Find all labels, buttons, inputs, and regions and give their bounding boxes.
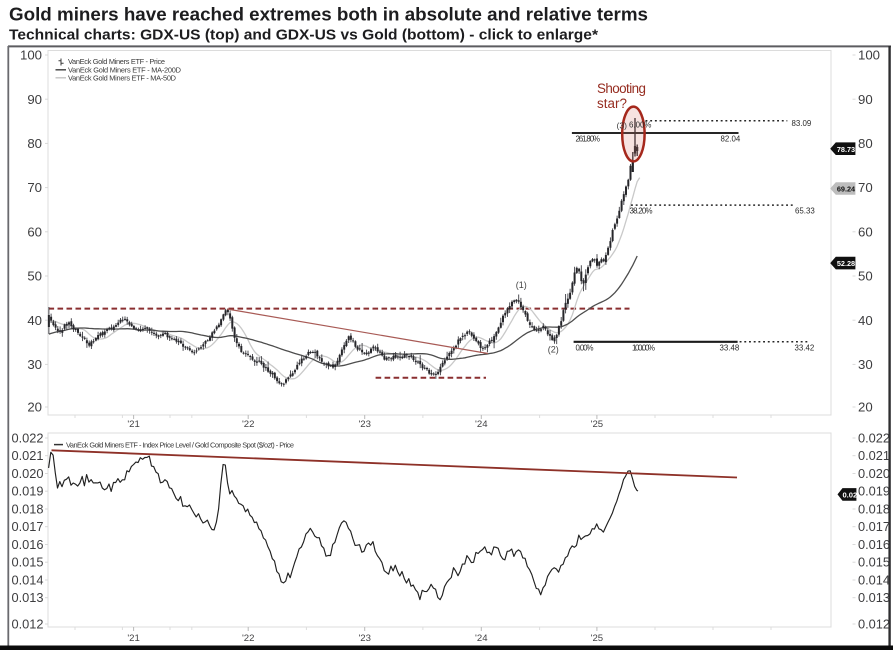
svg-text:0.00%: 0.00%	[576, 344, 594, 353]
svg-text:0.021: 0.021	[858, 448, 890, 463]
svg-text:60: 60	[858, 224, 873, 239]
svg-text:50: 50	[858, 269, 873, 284]
svg-text:33.48: 33.48	[720, 344, 740, 353]
svg-text:'24: '24	[475, 419, 488, 430]
svg-text:0.022: 0.022	[858, 430, 890, 445]
svg-text:0.015: 0.015	[11, 555, 43, 570]
svg-text:0.022: 0.022	[11, 430, 43, 445]
svg-text:(2): (2)	[548, 345, 559, 355]
svg-text:'23: '23	[358, 419, 371, 430]
svg-text:50: 50	[27, 269, 42, 284]
svg-text:0.014: 0.014	[858, 572, 890, 587]
svg-text:0.016: 0.016	[11, 537, 43, 552]
svg-text:30: 30	[858, 357, 873, 372]
svg-text:70: 70	[27, 180, 42, 195]
svg-text:40: 40	[858, 313, 873, 328]
svg-text:90: 90	[27, 92, 42, 107]
svg-text:(1): (1)	[516, 280, 527, 290]
svg-text:Technical charts: GDX-US (top): Technical charts: GDX-US (top) and GDX-U…	[9, 28, 598, 44]
svg-text:0.014: 0.014	[11, 572, 43, 587]
svg-text:100: 100	[20, 48, 42, 63]
svg-text:52.28: 52.28	[837, 259, 855, 268]
svg-text:Shooting: Shooting	[597, 81, 646, 96]
svg-text:38.20%: 38.20%	[630, 207, 653, 216]
svg-text:0.021: 0.021	[11, 448, 43, 463]
svg-text:'24: '24	[475, 633, 488, 644]
svg-text:60: 60	[27, 224, 42, 239]
svg-text:VanEck Gold Miners ETF - MA-50: VanEck Gold Miners ETF - MA-50D	[68, 73, 176, 82]
svg-text:'25: '25	[591, 633, 604, 644]
svg-text:0.013: 0.013	[11, 590, 43, 605]
svg-text:'23: '23	[358, 633, 371, 644]
svg-text:'22: '22	[242, 419, 255, 430]
svg-text:VanEck Gold Miners ETF - MA-20: VanEck Gold Miners ETF - MA-200D	[68, 65, 181, 74]
svg-text:82.04: 82.04	[721, 135, 741, 144]
svg-text:90: 90	[858, 92, 873, 107]
svg-text:0.012: 0.012	[858, 616, 890, 631]
svg-text:0.016: 0.016	[858, 537, 890, 552]
svg-text:0.018: 0.018	[858, 501, 890, 516]
svg-text:'22: '22	[242, 633, 255, 644]
svg-text:69.24: 69.24	[837, 185, 856, 194]
svg-text:30: 30	[27, 357, 42, 372]
svg-text:33.42: 33.42	[795, 344, 815, 353]
svg-text:'21: '21	[127, 419, 140, 430]
svg-text:100.00%: 100.00%	[632, 344, 655, 353]
svg-text:'25: '25	[591, 419, 604, 430]
svg-text:0.02: 0.02	[842, 491, 857, 500]
svg-text:80: 80	[27, 136, 42, 151]
svg-text:(3): (3)	[617, 121, 628, 131]
svg-text:65.33: 65.33	[795, 207, 815, 216]
svg-text:VanEck Gold Miners ETF - Index: VanEck Gold Miners ETF - Index Price Lev…	[66, 440, 294, 449]
svg-text:80: 80	[858, 136, 873, 151]
svg-text:0.013: 0.013	[858, 590, 890, 605]
svg-text:0.018: 0.018	[11, 501, 43, 516]
svg-text:20: 20	[858, 400, 873, 415]
svg-text:20: 20	[27, 400, 42, 415]
svg-text:70: 70	[858, 180, 873, 195]
svg-text:0.019: 0.019	[11, 484, 43, 499]
svg-text:6.00%: 6.00%	[629, 121, 651, 130]
svg-text:261.80%: 261.80%	[576, 135, 601, 144]
svg-text:'21: '21	[127, 633, 140, 644]
svg-text:0.019: 0.019	[858, 484, 890, 499]
svg-text:78.73: 78.73	[837, 145, 855, 154]
svg-text:Gold miners have reached extre: Gold miners have reached extremes both i…	[9, 5, 648, 25]
svg-text:0.020: 0.020	[11, 466, 43, 481]
svg-text:0.017: 0.017	[858, 519, 890, 534]
svg-text:100: 100	[858, 48, 880, 63]
svg-text:VanEck Gold Miners ETF - Price: VanEck Gold Miners ETF - Price	[68, 57, 165, 66]
svg-text:0.017: 0.017	[11, 519, 43, 534]
svg-text:0.015: 0.015	[858, 555, 890, 570]
svg-text:83.09: 83.09	[792, 119, 812, 128]
svg-text:0.020: 0.020	[858, 466, 890, 481]
svg-text:40: 40	[27, 313, 42, 328]
svg-text:star?: star?	[597, 96, 627, 111]
svg-text:0.012: 0.012	[11, 616, 43, 631]
